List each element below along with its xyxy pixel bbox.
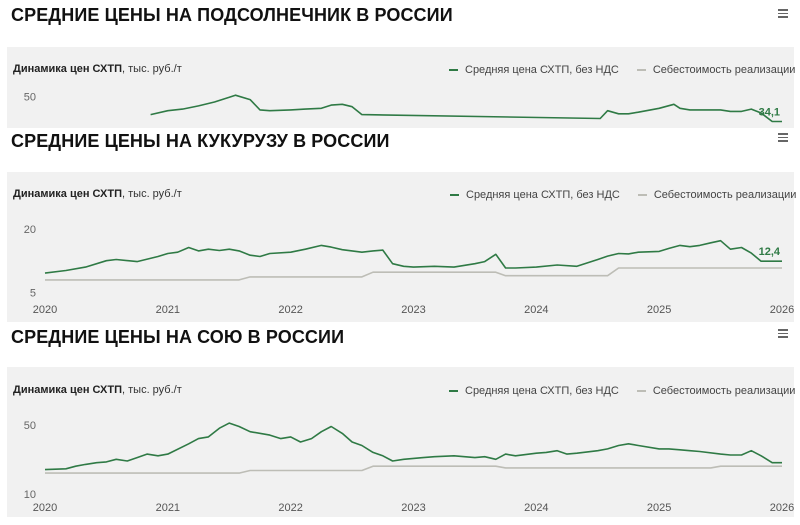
x-tick-label: 2023	[401, 502, 425, 514]
last-value-label: 34,1	[759, 107, 780, 119]
series-line-cost	[45, 267, 782, 281]
subtitle-label: Динамика цен СХТП	[13, 384, 123, 396]
series-line-price	[44, 422, 782, 471]
panel-corn: СРЕДНИЕ ЦЕНЫ НА КУКУРУЗУ В РОССИИ Динами…	[0, 128, 800, 325]
legend-swatch-price	[450, 194, 459, 196]
chart-subtitle: Динамика цен СХТП, тыс. руб./т	[13, 63, 182, 75]
y-tick-label: 50	[24, 91, 36, 103]
y-tick-label: 5	[30, 288, 36, 300]
x-tick-label: 2026	[770, 304, 794, 316]
legend-item-price[interactable]: Средняя цена СХТП, без НДС	[449, 385, 619, 397]
chart-area: Динамика цен СХТП, тыс. руб./т Средняя ц…	[7, 367, 795, 517]
x-tick-label: 2025	[647, 304, 671, 316]
legend-item-cost[interactable]: Себестоимость реализации	[636, 385, 796, 397]
legend-label-price: Средняя цена СХТП, без НДС	[465, 385, 619, 397]
legend-swatch-price	[449, 390, 458, 392]
legend: Средняя цена СХТП, без НДС Себестоимость…	[449, 385, 800, 397]
y-tick-label: 10	[24, 489, 36, 501]
y-tick-label: 20	[24, 224, 36, 236]
x-tick-label: 2026	[770, 502, 794, 514]
legend-item-cost[interactable]: Себестоимость реализации	[636, 64, 796, 76]
x-tick-label: 2025	[647, 502, 671, 514]
legend-swatch-price	[449, 69, 458, 71]
series-line-price	[44, 239, 782, 274]
subtitle-label: Динамика цен СХТП	[13, 63, 123, 75]
legend-swatch-cost	[637, 194, 647, 196]
subtitle-unit: , тыс. руб./т	[122, 63, 182, 75]
chart-svg: 50 34,1	[24, 91, 782, 123]
x-tick-label: 2020	[33, 304, 57, 316]
menu-icon[interactable]	[778, 9, 788, 20]
legend-label-price: Средняя цена СХТП, без НДС	[465, 64, 619, 76]
chart-subtitle: Динамика цен СХТП, тыс. руб./т	[13, 188, 182, 200]
x-tick-label: 2022	[278, 502, 302, 514]
last-value-label: 12,4	[759, 246, 781, 258]
legend-item-price[interactable]: Средняя цена СХТП, без НДС	[449, 64, 619, 76]
x-tick-label: 2021	[156, 502, 180, 514]
legend: Средняя цена СХТП, без НДС Себестоимость…	[449, 64, 800, 76]
subtitle-unit: , тыс. руб./т	[122, 384, 182, 396]
chart-title: СРЕДНИЕ ЦЕНЫ НА СОЮ В РОССИИ	[11, 327, 345, 347]
panel-sunflower: СРЕДНИЕ ЦЕНЫ НА ПОДСОЛНЕЧНИК В РОССИИ Ди…	[0, 0, 800, 128]
y-tick-label: 50	[24, 420, 36, 432]
legend-item-cost[interactable]: Себестоимость реализации	[637, 189, 797, 201]
menu-icon[interactable]	[778, 329, 788, 340]
chart-svg: 10 50 2020 2021 2022 2023 2024 2025 2026	[24, 420, 794, 514]
subtitle-unit: , тыс. руб./т	[122, 188, 182, 200]
legend-label-cost: Себестоимость реализации	[652, 385, 796, 397]
legend-swatch-cost	[636, 390, 646, 392]
chart-subtitle: Динамика цен СХТП, тыс. руб./т	[13, 384, 182, 396]
series-line-cost	[45, 465, 782, 474]
x-tick-label: 2022	[278, 304, 302, 316]
legend-label-cost: Себестоимость реализации	[653, 189, 797, 201]
chart-area: Динамика цен СХТП, тыс. руб./т Средняя ц…	[7, 172, 796, 322]
chart-title: СРЕДНИЕ ЦЕНЫ НА ПОДСОЛНЕЧНИК В РОССИИ	[11, 5, 453, 25]
legend-label-price: Средняя цена СХТП, без НДС	[466, 189, 620, 201]
legend-swatch-cost	[636, 69, 646, 71]
menu-icon[interactable]	[778, 133, 788, 144]
legend: Средняя цена СХТП, без НДС Себестоимость…	[450, 189, 800, 201]
x-tick-label: 2024	[524, 304, 548, 316]
x-tick-label: 2023	[401, 304, 425, 316]
chart-title: СРЕДНИЕ ЦЕНЫ НА КУКУРУЗУ В РОССИИ	[11, 131, 390, 151]
legend-label-cost: Себестоимость реализации	[652, 64, 796, 76]
x-tick-label: 2024	[524, 502, 548, 514]
panel-soy: СРЕДНИЕ ЦЕНЫ НА СОЮ В РОССИИ Динамика це…	[0, 325, 800, 525]
chart-area: Динамика цен СХТП, тыс. руб./т Средняя ц…	[7, 47, 795, 128]
series-line-price	[150, 94, 782, 123]
x-tick-label: 2020	[33, 502, 57, 514]
subtitle-label: Динамика цен СХТП	[13, 188, 123, 200]
x-tick-label: 2021	[156, 304, 180, 316]
legend-item-price[interactable]: Средняя цена СХТП, без НДС	[450, 189, 620, 201]
